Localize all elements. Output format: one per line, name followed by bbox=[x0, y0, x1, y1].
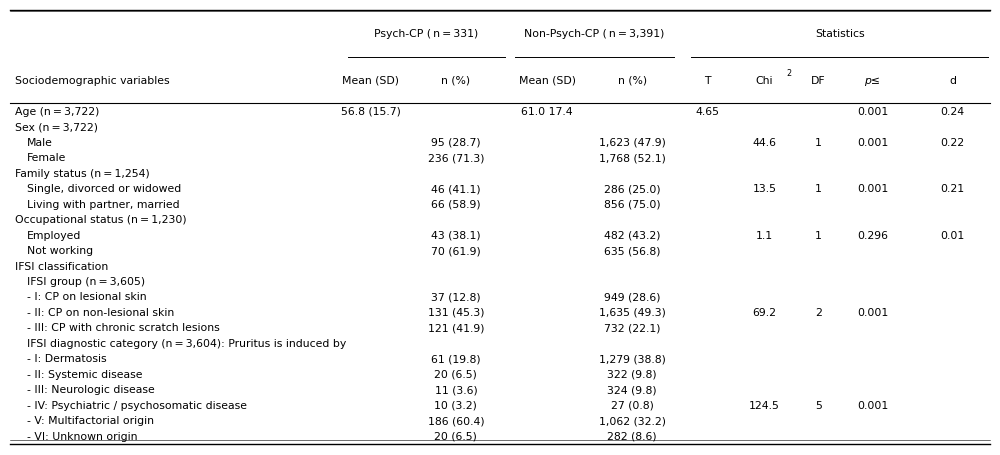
Text: 121 (41.9): 121 (41.9) bbox=[428, 323, 484, 333]
Text: IFSI group (n = 3,605): IFSI group (n = 3,605) bbox=[27, 276, 145, 286]
Text: Not working: Not working bbox=[27, 245, 93, 255]
Text: - I: CP on lesional skin: - I: CP on lesional skin bbox=[27, 292, 146, 302]
Text: - III: Neurologic disease: - III: Neurologic disease bbox=[27, 384, 154, 394]
Text: 1,623 (47.9): 1,623 (47.9) bbox=[599, 137, 666, 147]
Text: 322 (9.8): 322 (9.8) bbox=[607, 369, 657, 379]
Text: Psych-CP ( n = 331): Psych-CP ( n = 331) bbox=[374, 29, 479, 39]
Text: 1.1: 1.1 bbox=[756, 230, 773, 240]
Text: 0.01: 0.01 bbox=[941, 230, 965, 240]
Text: Male: Male bbox=[27, 137, 53, 147]
Text: 1,062 (32.2): 1,062 (32.2) bbox=[599, 415, 666, 425]
Text: 324 (9.8): 324 (9.8) bbox=[607, 384, 657, 394]
Text: 95 (28.7): 95 (28.7) bbox=[431, 137, 481, 147]
Text: - III: CP with chronic scratch lesions: - III: CP with chronic scratch lesions bbox=[27, 323, 219, 333]
Text: 1,635 (49.3): 1,635 (49.3) bbox=[599, 307, 666, 317]
Text: Mean (SD): Mean (SD) bbox=[342, 76, 399, 86]
Text: 282 (8.6): 282 (8.6) bbox=[607, 431, 657, 441]
Text: - I: Dermatosis: - I: Dermatosis bbox=[27, 354, 106, 364]
Text: 0.001: 0.001 bbox=[857, 184, 888, 193]
Text: 286 (25.0): 286 (25.0) bbox=[604, 184, 661, 193]
Text: Living with partner, married: Living with partner, married bbox=[27, 199, 179, 209]
Text: 732 (22.1): 732 (22.1) bbox=[604, 323, 661, 333]
Text: 20 (6.5): 20 (6.5) bbox=[434, 431, 477, 441]
Text: n (%): n (%) bbox=[441, 76, 470, 86]
Text: 949 (28.6): 949 (28.6) bbox=[604, 292, 661, 302]
Text: - II: Systemic disease: - II: Systemic disease bbox=[27, 369, 142, 379]
Text: 1: 1 bbox=[815, 137, 822, 147]
Text: Mean (SD): Mean (SD) bbox=[519, 76, 576, 86]
Text: Single, divorced or widowed: Single, divorced or widowed bbox=[27, 184, 181, 193]
Text: Sociodemographic variables: Sociodemographic variables bbox=[15, 76, 170, 86]
Text: 61 (19.8): 61 (19.8) bbox=[431, 354, 481, 364]
Text: 186 (60.4): 186 (60.4) bbox=[428, 415, 484, 425]
Text: - V: Multifactorial origin: - V: Multifactorial origin bbox=[27, 415, 154, 425]
Text: IFSI classification: IFSI classification bbox=[15, 261, 108, 271]
Text: 44.6: 44.6 bbox=[753, 137, 777, 147]
Text: 0.001: 0.001 bbox=[857, 106, 888, 116]
Text: 124.5: 124.5 bbox=[749, 400, 780, 410]
Text: Sex (n = 3,722): Sex (n = 3,722) bbox=[15, 122, 98, 132]
Text: 4.65: 4.65 bbox=[696, 106, 720, 116]
Text: 635 (56.8): 635 (56.8) bbox=[604, 245, 661, 255]
Text: n (%): n (%) bbox=[618, 76, 647, 86]
Text: 0.296: 0.296 bbox=[857, 230, 888, 240]
Text: - VI: Unknown origin: - VI: Unknown origin bbox=[27, 431, 137, 441]
Text: 0.22: 0.22 bbox=[941, 137, 965, 147]
Text: 0.001: 0.001 bbox=[857, 137, 888, 147]
Text: 0.001: 0.001 bbox=[857, 400, 888, 410]
Text: 37 (12.8): 37 (12.8) bbox=[431, 292, 481, 302]
Text: Age (n = 3,722): Age (n = 3,722) bbox=[15, 106, 99, 116]
Text: 43 (38.1): 43 (38.1) bbox=[431, 230, 481, 240]
Text: Family status (n = 1,254): Family status (n = 1,254) bbox=[15, 168, 150, 178]
Text: 1,768 (52.1): 1,768 (52.1) bbox=[599, 153, 666, 162]
Text: 2: 2 bbox=[815, 307, 822, 317]
Text: Female: Female bbox=[27, 153, 66, 162]
Text: - IV: Psychiatric / psychosomatic disease: - IV: Psychiatric / psychosomatic diseas… bbox=[27, 400, 247, 410]
Text: 46 (41.1): 46 (41.1) bbox=[431, 184, 481, 193]
Text: 5: 5 bbox=[815, 400, 822, 410]
Text: 1,279 (38.8): 1,279 (38.8) bbox=[599, 354, 666, 364]
Text: Statistics: Statistics bbox=[815, 29, 864, 39]
Text: 0.001: 0.001 bbox=[857, 307, 888, 317]
Text: 2: 2 bbox=[786, 69, 791, 78]
Text: 11 (3.6): 11 (3.6) bbox=[435, 384, 477, 394]
Text: 56.8 (15.7): 56.8 (15.7) bbox=[341, 106, 401, 116]
Text: 70 (61.9): 70 (61.9) bbox=[431, 245, 481, 255]
Text: Chi: Chi bbox=[756, 76, 773, 86]
Text: 1: 1 bbox=[815, 230, 822, 240]
Text: 131 (45.3): 131 (45.3) bbox=[428, 307, 484, 317]
Text: DF: DF bbox=[811, 76, 826, 86]
Text: 0.21: 0.21 bbox=[941, 184, 965, 193]
Text: - II: CP on non-lesional skin: - II: CP on non-lesional skin bbox=[27, 307, 174, 317]
Text: 13.5: 13.5 bbox=[753, 184, 777, 193]
Text: 0.24: 0.24 bbox=[941, 106, 965, 116]
Text: 20 (6.5): 20 (6.5) bbox=[434, 369, 477, 379]
Text: 1: 1 bbox=[815, 184, 822, 193]
Text: 27 (0.8): 27 (0.8) bbox=[611, 400, 654, 410]
Text: T: T bbox=[705, 76, 711, 86]
Text: Employed: Employed bbox=[27, 230, 81, 240]
Text: Non-Psych-CP ( n = 3,391): Non-Psych-CP ( n = 3,391) bbox=[524, 29, 665, 39]
Text: Occupational status (n = 1,230): Occupational status (n = 1,230) bbox=[15, 215, 187, 224]
Text: 66 (58.9): 66 (58.9) bbox=[431, 199, 481, 209]
Text: 10 (3.2): 10 (3.2) bbox=[434, 400, 477, 410]
Text: 69.2: 69.2 bbox=[753, 307, 777, 317]
Text: d: d bbox=[949, 76, 956, 86]
Text: 482 (43.2): 482 (43.2) bbox=[604, 230, 661, 240]
Text: 236 (71.3): 236 (71.3) bbox=[428, 153, 484, 162]
Text: p≤: p≤ bbox=[864, 76, 880, 86]
Text: 61.0 17.4: 61.0 17.4 bbox=[521, 106, 573, 116]
Text: IFSI diagnostic category (n = 3,604): Pruritus is induced by: IFSI diagnostic category (n = 3,604): Pr… bbox=[27, 338, 346, 348]
Text: 856 (75.0): 856 (75.0) bbox=[604, 199, 661, 209]
